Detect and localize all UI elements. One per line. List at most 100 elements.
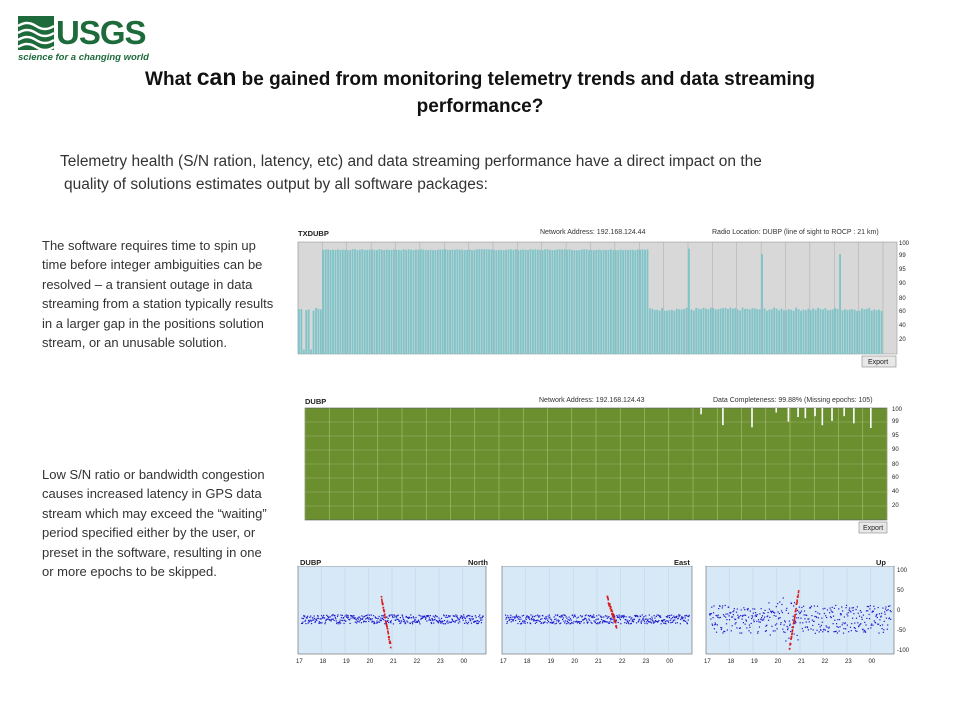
chart1-bar bbox=[878, 309, 880, 354]
usgs-logo: USGS science for a changing world bbox=[18, 14, 149, 66]
timeseries-point bbox=[558, 621, 560, 623]
chart1-bar bbox=[595, 249, 598, 354]
chart1-bar bbox=[578, 250, 581, 354]
chart1-bar bbox=[636, 249, 639, 354]
timeseries-point bbox=[787, 612, 790, 614]
timeseries-point bbox=[315, 619, 317, 621]
timeseries-point bbox=[548, 614, 551, 616]
panel-x-tick: 17 bbox=[704, 659, 711, 665]
timeseries-point bbox=[346, 615, 348, 617]
timeseries-point bbox=[358, 621, 360, 623]
timeseries-point bbox=[454, 621, 456, 623]
timeseries-anomaly-point bbox=[380, 595, 383, 598]
timeseries-anomaly-point bbox=[389, 641, 392, 644]
timeseries-point bbox=[618, 614, 620, 616]
timeseries-point bbox=[883, 629, 885, 631]
chart1-bar bbox=[627, 250, 629, 354]
chart1-bar bbox=[770, 309, 773, 354]
timeseries-point bbox=[478, 621, 480, 623]
timeseries-point bbox=[769, 634, 771, 636]
timeseries-point bbox=[720, 626, 722, 629]
timeseries-point bbox=[710, 613, 712, 615]
timeseries-point bbox=[513, 616, 515, 618]
timeseries-point bbox=[565, 620, 567, 622]
timeseries-point bbox=[323, 617, 326, 619]
timeseries-point bbox=[608, 622, 611, 624]
timeseries-point bbox=[404, 623, 406, 625]
timeseries-point bbox=[827, 631, 829, 633]
chart1-bar bbox=[429, 249, 432, 354]
timeseries-anomaly-point bbox=[385, 621, 388, 624]
chart1-radio-location: Radio Location: DUBP (line of sight to R… bbox=[712, 229, 879, 236]
chart1-bar bbox=[622, 250, 625, 354]
timeseries-point bbox=[770, 611, 773, 614]
timeseries-point bbox=[424, 616, 426, 618]
timeseries-point bbox=[772, 610, 774, 612]
timeseries-point bbox=[832, 611, 834, 613]
timeseries-point bbox=[471, 615, 473, 618]
timeseries-point bbox=[628, 616, 630, 618]
timeseries-point bbox=[389, 614, 391, 616]
timeseries-point bbox=[856, 606, 858, 608]
chart1-bar bbox=[739, 310, 742, 354]
timeseries-point bbox=[854, 622, 856, 624]
chart1-bar bbox=[393, 249, 395, 354]
timeseries-point bbox=[756, 614, 758, 616]
timeseries-point bbox=[603, 616, 605, 618]
timeseries-anomaly-point bbox=[796, 602, 798, 605]
chart2-y-tick: 90 bbox=[892, 447, 899, 453]
timeseries-point bbox=[761, 619, 763, 621]
timeseries-anomaly-point bbox=[607, 602, 610, 604]
timeseries-point bbox=[384, 623, 386, 625]
timeseries-point bbox=[301, 622, 303, 625]
chart2-export-button[interactable] bbox=[858, 521, 888, 534]
chart2-y-tick: 95 bbox=[892, 433, 899, 439]
timeseries-point bbox=[714, 622, 716, 624]
timeseries-point bbox=[812, 624, 814, 627]
timeseries-point bbox=[712, 612, 715, 614]
chart1-bar bbox=[300, 308, 303, 354]
timeseries-point bbox=[316, 619, 318, 621]
timeseries-point bbox=[609, 617, 611, 620]
timeseries-point bbox=[600, 615, 602, 617]
chart1-bar bbox=[402, 249, 405, 354]
timeseries-anomaly-point bbox=[606, 596, 609, 598]
chart1-bar bbox=[880, 310, 883, 354]
timeseries-point bbox=[528, 616, 530, 618]
timeseries-point bbox=[391, 614, 393, 616]
chart1-bar bbox=[307, 309, 310, 354]
timeseries-point bbox=[625, 618, 627, 621]
chart1-bar bbox=[371, 249, 373, 354]
timeseries-anomaly-point bbox=[386, 627, 389, 630]
timeseries-point bbox=[565, 616, 567, 618]
chart1-export-button[interactable] bbox=[861, 355, 897, 368]
timeseries-point bbox=[514, 617, 516, 619]
timeseries-point bbox=[432, 615, 434, 617]
timeseries-point bbox=[309, 616, 311, 618]
page-title: What can be gained from monitoring telem… bbox=[90, 64, 870, 120]
timeseries-point bbox=[470, 622, 473, 624]
timeseries-point bbox=[597, 618, 600, 620]
timeseries-point bbox=[649, 617, 651, 620]
timeseries-point bbox=[770, 611, 772, 613]
timeseries-point bbox=[774, 630, 776, 632]
timeseries-point bbox=[511, 618, 513, 620]
timeseries-point bbox=[591, 615, 593, 617]
timeseries-point bbox=[746, 627, 748, 629]
timeseries-point bbox=[545, 616, 547, 618]
timeseries-point bbox=[541, 618, 543, 620]
chart1-bar bbox=[868, 307, 871, 354]
timeseries-point bbox=[310, 615, 312, 617]
chart1-bar bbox=[439, 249, 442, 354]
chart1-bar bbox=[534, 249, 537, 354]
timeseries-point bbox=[480, 617, 482, 619]
timeseries-point bbox=[762, 619, 764, 621]
timeseries-point bbox=[673, 615, 675, 617]
timeseries-point bbox=[870, 627, 872, 629]
chart1-bar bbox=[614, 250, 617, 354]
panel-y-tick: 50 bbox=[897, 588, 904, 594]
timeseries-point bbox=[447, 622, 449, 624]
timeseries-point bbox=[542, 615, 544, 617]
timeseries-point bbox=[632, 621, 635, 623]
timeseries-point bbox=[357, 620, 359, 623]
